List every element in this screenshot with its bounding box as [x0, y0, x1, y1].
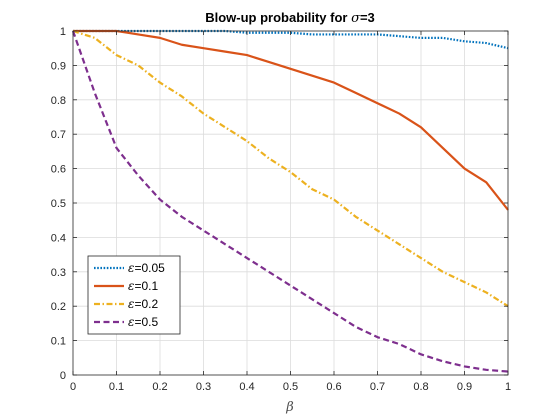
legend-epsilon: ε [128, 297, 134, 311]
legend-epsilon: ε [128, 261, 134, 275]
y-tick-label: 0.1 [51, 336, 66, 348]
legend-entry-3: ε=0.2 [128, 297, 158, 311]
y-tick-label: 0.5 [51, 198, 66, 210]
legend-value: =0.05 [134, 261, 165, 275]
x-tick-label: 0.9 [457, 381, 472, 393]
legend-entry-4: ε=0.5 [128, 315, 158, 329]
x-tick-label: 0 [70, 381, 76, 393]
y-tick-label: 0 [60, 370, 66, 382]
series-layer [71, 29, 509, 373]
x-tick-label: 0.7 [370, 381, 385, 393]
series-line-1 [73, 29, 509, 50]
legend-value: =0.2 [134, 297, 158, 311]
y-tick-label: 0.4 [51, 232, 66, 244]
x-tick-label: 0.2 [152, 381, 167, 393]
legend-value: =0.5 [134, 315, 158, 329]
chart-title: Blow-up probability for σ=3 [205, 10, 375, 26]
legend-entry-1: ε=0.05 [128, 261, 165, 275]
legend-epsilon: ε [128, 315, 134, 329]
y-tick-label: 0.3 [51, 267, 66, 279]
series-line-2 [73, 29, 509, 211]
series-line-3 [72, 29, 509, 308]
y-tick-label: 1 [60, 26, 66, 38]
x-tick-label: 0.6 [326, 381, 341, 393]
y-tick-label: 0.9 [51, 60, 66, 72]
legend-box [87, 255, 181, 335]
x-tick-label: 0.4 [239, 381, 254, 393]
x-axis-label: β [285, 400, 294, 415]
x-tick-label: 1 [505, 381, 511, 393]
legend: ε=0.05ε=0.1ε=0.2ε=0.5 [87, 255, 181, 335]
x-tick-label: 0.1 [109, 381, 124, 393]
grid [73, 31, 508, 375]
chart-title-part: =3 [360, 10, 375, 25]
chart-title-symbol: σ [351, 11, 361, 26]
x-tick-label: 0.8 [413, 381, 428, 393]
ticks: 0 0.1 0.2 0.3 0.4 0.5 0.6 0.7 0.8 0.9 1 0 0.1 0.2 0.3 0… [51, 26, 511, 393]
y-tick-label: 0.7 [51, 129, 66, 141]
legend-epsilon: ε [128, 279, 134, 293]
legend-entry-2: ε=0.1 [128, 279, 158, 293]
x-tick-label: 0.3 [196, 381, 211, 393]
chart-title-part: Blow-up probability for [205, 10, 351, 25]
x-tick-label: 0.5 [283, 381, 298, 393]
y-tick-label: 0.8 [51, 95, 66, 107]
y-tick-label: 0.6 [51, 164, 66, 176]
legend-value: =0.1 [134, 279, 158, 293]
y-tick-label: 0.2 [51, 301, 66, 313]
